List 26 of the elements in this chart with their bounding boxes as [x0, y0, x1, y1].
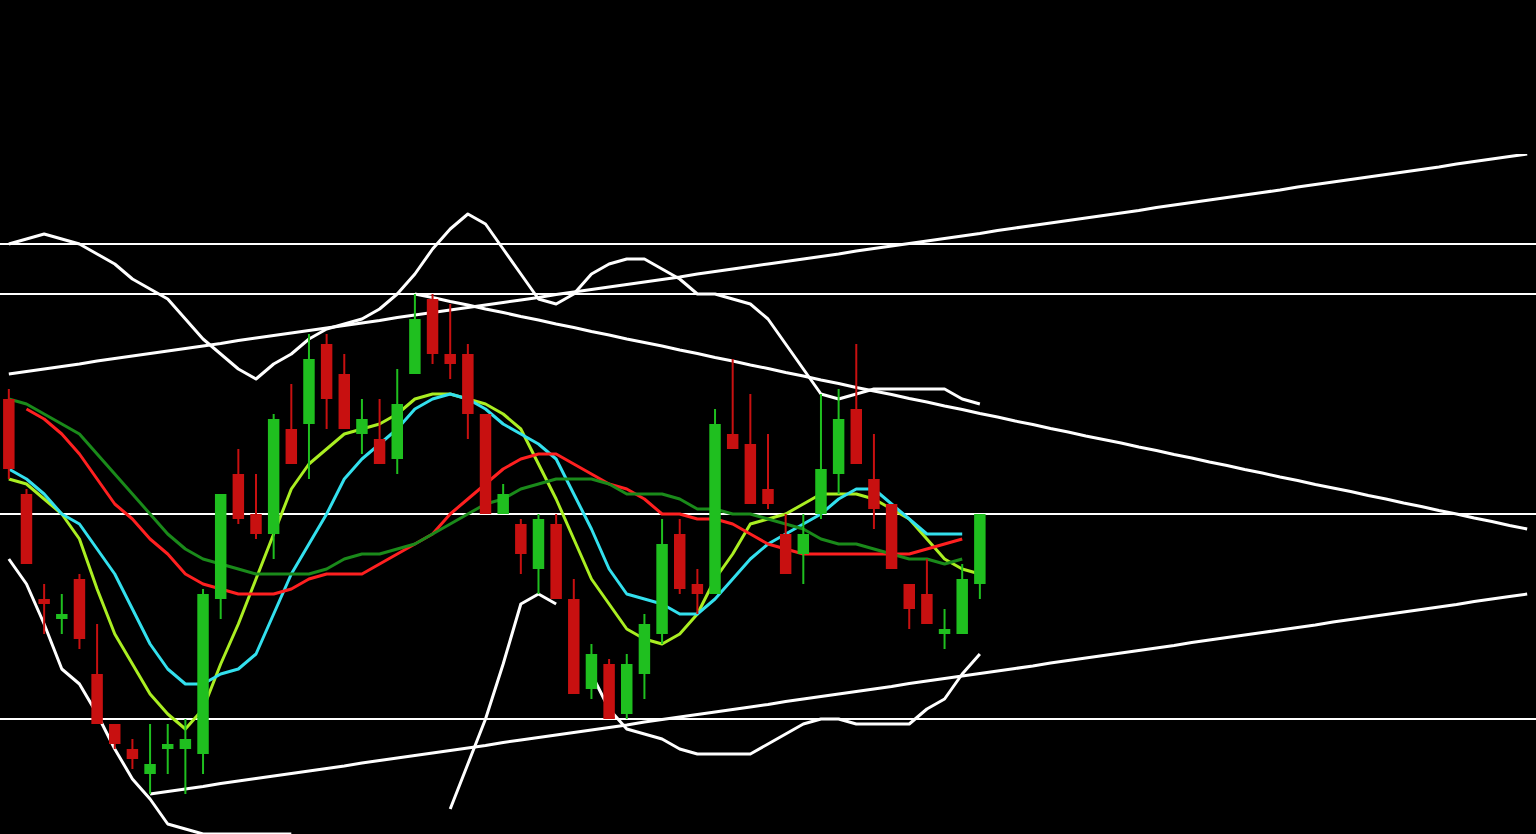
candlestick — [762, 433, 774, 510]
candlestick — [815, 393, 827, 520]
candlestick — [250, 473, 262, 540]
candlestick — [109, 723, 121, 750]
candlestick — [285, 383, 298, 465]
candlestick — [515, 518, 527, 575]
candlestick — [691, 568, 704, 615]
candlestick — [161, 723, 174, 775]
candlestick — [921, 558, 933, 625]
candlestick — [585, 643, 598, 700]
candlestick — [38, 583, 50, 635]
candlestick — [938, 608, 951, 650]
candlestick — [497, 483, 509, 515]
candlestick — [797, 513, 810, 585]
candlestick — [232, 448, 245, 525]
candlestick — [356, 398, 368, 455]
candlestick — [779, 513, 792, 575]
candlestick — [144, 723, 156, 795]
candlestick — [444, 303, 456, 380]
candlestick — [56, 593, 68, 635]
candlestick — [868, 433, 880, 530]
candlestick — [179, 718, 192, 795]
candlestick — [373, 398, 386, 465]
candlestick — [126, 738, 139, 770]
candlestick — [726, 358, 739, 450]
candlestick — [903, 583, 915, 630]
